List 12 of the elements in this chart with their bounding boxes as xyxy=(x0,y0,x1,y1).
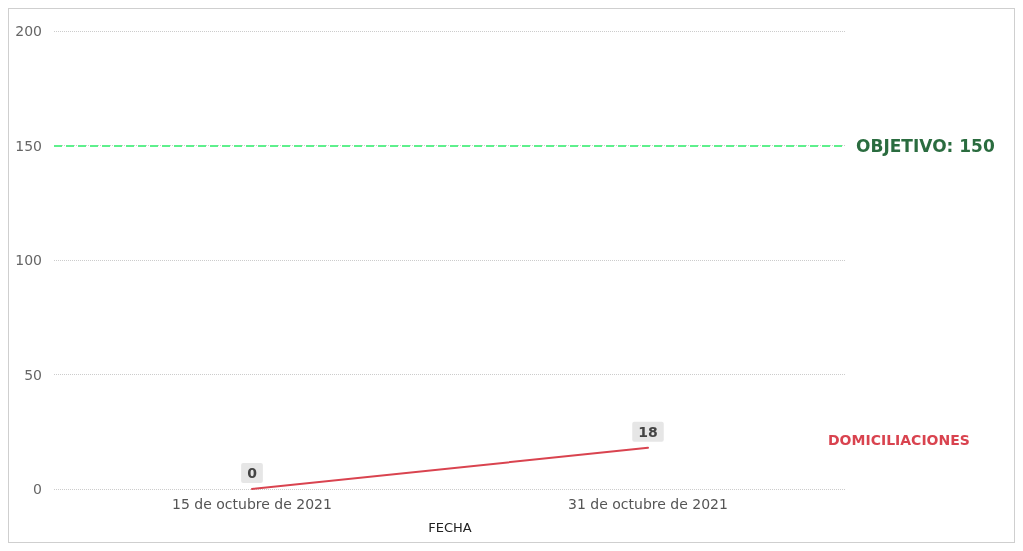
ref-line-label: OBJETIVO: 150 xyxy=(856,135,995,156)
data-label: 18 xyxy=(638,423,658,440)
y-tick-label: 50 xyxy=(24,366,42,383)
x-tick-label: 15 de octubre de 2021 xyxy=(172,496,332,512)
x-axis-title: FECHA xyxy=(428,520,472,535)
y-tick-label: 200 xyxy=(15,23,42,39)
y-tick-label: 100 xyxy=(15,252,42,268)
data-label: 0 xyxy=(247,465,258,481)
text: DOMICILIACIONES xyxy=(828,431,970,448)
x-tick-label: 31 de octubre de 2021 xyxy=(568,496,728,512)
y-tick-label: 150 xyxy=(15,137,42,154)
y-tick-label: 0 xyxy=(33,481,42,497)
